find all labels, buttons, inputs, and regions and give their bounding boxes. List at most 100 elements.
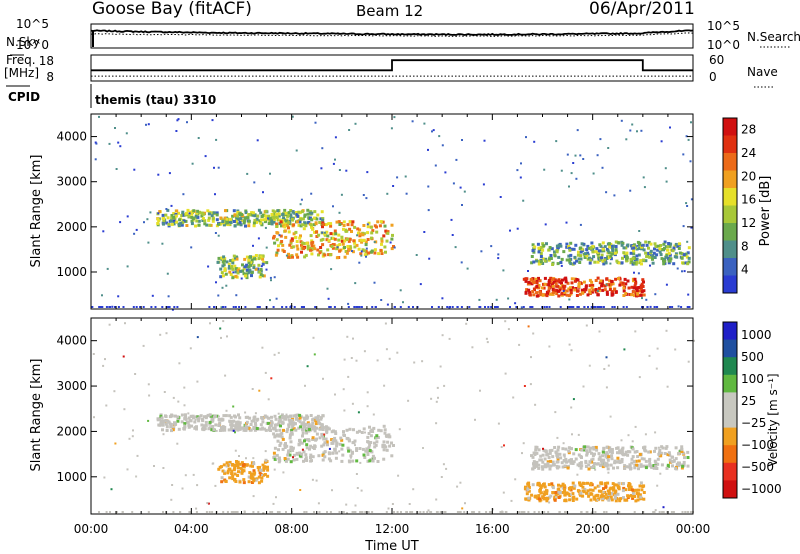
colorbar-tick-label: 28 [741,123,756,137]
echo-cell [618,451,622,455]
echo-cell [620,119,623,122]
echo-cell [302,227,306,231]
echo-cell [504,320,507,323]
echo-cell [541,257,545,261]
echo-cell [222,306,224,308]
echo-cell [588,291,592,295]
echo-cell [400,511,402,513]
echo-cell [522,199,525,202]
echo-cell [577,453,581,457]
echo-cell [252,255,256,259]
echo-cell [543,457,547,461]
echo-cell [686,306,689,308]
echo-cell [553,250,556,254]
echo-cell [266,465,269,469]
echo-cell [384,322,387,325]
echo-cell [619,281,623,285]
echo-cell [497,253,500,256]
echo-cell [225,461,229,465]
echo-cell [222,414,226,418]
echo-cell [557,445,561,449]
echo-cell [579,254,583,258]
echo-cell [362,194,365,196]
echo-cell [611,306,614,308]
echo-cell [525,136,527,139]
echo-cell [582,158,585,160]
echo-cell [601,497,605,501]
echo-cell [268,426,271,430]
echo-cell [323,231,326,234]
echo-cell [190,246,193,249]
echo-cell [223,216,227,220]
echo-cell [451,234,454,236]
echo-cell [160,420,164,423]
echo-cell [221,418,225,422]
echo-cell [234,220,238,224]
echo-cell [674,446,678,450]
echo-cell [242,469,246,473]
echo-cell [638,230,641,232]
echo-cell [372,426,376,430]
echo-cell [573,484,577,488]
echo-cell [643,186,646,189]
echo-cell [291,255,294,259]
echo-cell [459,481,462,484]
echo-cell [351,459,355,463]
echo-cell [92,353,95,355]
echo-cell [338,442,342,446]
echo-cell [234,431,236,434]
colorbar-tick-label: 25 [741,394,756,408]
echo-cell [105,511,108,513]
echo-cell [460,306,463,308]
echo-cell [272,502,275,505]
echo-cell [262,473,266,477]
echo-cell [264,209,268,213]
echo-cell [647,251,651,255]
echo-cell [101,306,104,308]
echo-cell [293,306,296,308]
echo-cell [291,422,294,425]
echo-cell [373,456,376,460]
echo-cell [634,425,637,428]
echo-cell [686,511,689,513]
echo-cell [596,260,600,264]
echo-cell [223,269,227,272]
echo-cell [371,306,374,308]
echo-cell [623,348,626,351]
echo-cell [456,485,459,488]
echo-cell [604,452,608,456]
echo-cell [526,488,530,492]
echo-cell [596,293,600,297]
echo-cell [255,217,259,221]
echo-cell [342,224,346,227]
echo-cell [146,218,149,221]
echo-cell [635,257,639,261]
echo-cell [301,223,305,227]
echo-cell [547,281,551,284]
echo-cell [300,250,303,254]
echo-cell [262,512,265,515]
echo-cell [361,233,365,237]
echo-cell [248,213,252,216]
freq-tick-top: 18 [39,54,54,68]
echo-cell [588,288,592,292]
echo-cell [471,346,474,349]
echo-cell [257,481,261,485]
echo-cell [217,222,221,226]
echo-cell [274,253,278,257]
echo-cell [642,457,646,461]
echo-cell [666,463,670,467]
echo-cell [186,121,188,124]
echo-cell [622,306,625,308]
echo-cell [638,376,641,379]
echo-cell [541,242,545,246]
echo-cell [556,284,560,288]
echo-cell [267,217,269,220]
echo-cell [582,385,585,388]
echo-cell [369,236,373,240]
echo-cell [624,292,628,295]
echo-cell [220,306,223,309]
echo-cell [367,221,371,225]
echo-cell [232,468,236,472]
echo-cell [634,246,637,250]
